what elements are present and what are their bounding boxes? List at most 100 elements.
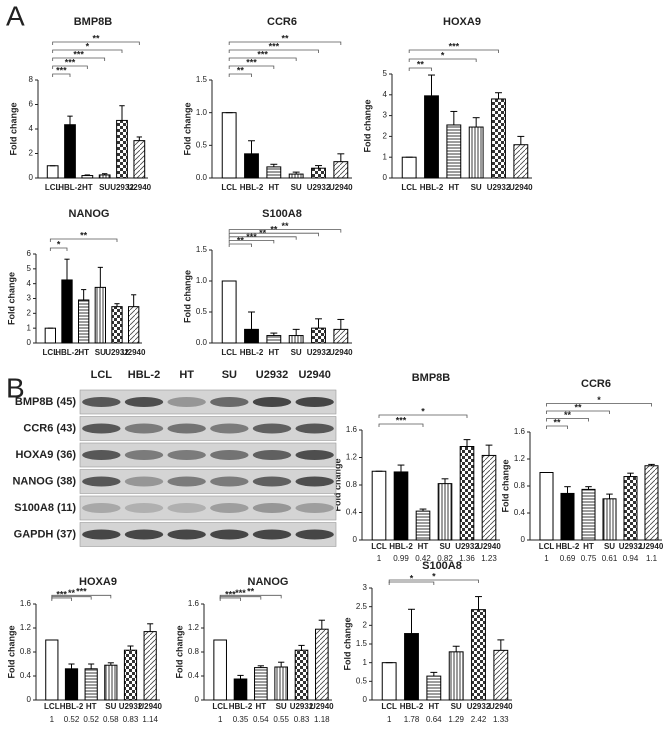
value-label: 1.36 bbox=[459, 554, 475, 563]
blot-band bbox=[167, 529, 206, 540]
significance-bracket bbox=[228, 41, 342, 45]
y-tick-label: 0 bbox=[363, 695, 368, 704]
x-tick-label: SU bbox=[451, 702, 462, 711]
y-tick-label: 4 bbox=[383, 90, 388, 99]
chart-title: S100A8 bbox=[422, 560, 462, 572]
blot-band bbox=[82, 397, 121, 407]
blot-band bbox=[210, 397, 249, 407]
bar bbox=[294, 649, 309, 701]
y-tick-label: 0.8 bbox=[20, 647, 32, 656]
significance-label: ** bbox=[237, 65, 245, 75]
significance-label: *** bbox=[65, 57, 76, 67]
y-tick-label: 0 bbox=[353, 535, 358, 544]
x-tick-label: SU bbox=[291, 348, 302, 357]
bar bbox=[415, 510, 431, 541]
y-tick-label: 0.4 bbox=[20, 671, 32, 680]
blot-column-label: HT bbox=[179, 369, 194, 381]
bar bbox=[81, 175, 94, 179]
y-tick-label: 3 bbox=[27, 294, 32, 303]
x-tick-label: LCL bbox=[221, 348, 237, 357]
x-tick-label: SU bbox=[95, 348, 106, 357]
y-tick-label: 0.0 bbox=[196, 338, 208, 347]
y-tick-label: 2 bbox=[29, 149, 34, 158]
significance-bracket bbox=[228, 57, 297, 61]
significance-bracket bbox=[388, 581, 435, 585]
value-label: 0.55 bbox=[273, 715, 289, 724]
y-tick-label: 0 bbox=[27, 695, 32, 704]
bar bbox=[244, 153, 259, 179]
x-tick-label: HT bbox=[82, 183, 93, 192]
blot-strip bbox=[79, 522, 337, 547]
blot-row-label: HOXA9 (36) bbox=[15, 449, 76, 461]
x-tick-label: LCL bbox=[44, 702, 60, 711]
bar bbox=[78, 299, 90, 344]
bar bbox=[513, 144, 529, 179]
blot-band bbox=[252, 476, 292, 487]
y-axis-label: Fold change bbox=[362, 99, 372, 152]
y-tick-label: 0.4 bbox=[188, 671, 200, 680]
chart-title: CCR6 bbox=[581, 378, 611, 390]
y-axis-label: Fold change bbox=[174, 625, 184, 678]
significance-label: ** bbox=[281, 221, 289, 231]
bar bbox=[213, 639, 227, 701]
blot-band bbox=[167, 476, 206, 487]
bar bbox=[64, 124, 76, 179]
value-label: 1.14 bbox=[142, 715, 158, 724]
significance-label: ** bbox=[247, 587, 255, 597]
significance-bracket bbox=[228, 49, 319, 53]
y-axis-label: Fold change bbox=[6, 272, 16, 325]
blot-band bbox=[210, 503, 249, 513]
y-tick-label: 1.2 bbox=[20, 623, 32, 632]
y-tick-label: 0.8 bbox=[346, 480, 358, 489]
x-tick-label: HBL-2 bbox=[60, 702, 84, 711]
blot-band bbox=[82, 476, 121, 487]
x-tick-label: U2932 bbox=[105, 348, 129, 357]
significance-label: *** bbox=[269, 41, 280, 51]
bar bbox=[459, 446, 475, 541]
x-tick-label: U2940 bbox=[310, 702, 334, 711]
chart-title: BMP8B bbox=[74, 16, 113, 28]
value-label: 0.83 bbox=[294, 715, 310, 724]
significance-label: *** bbox=[246, 57, 257, 67]
x-tick-label: HBL-2 bbox=[240, 183, 264, 192]
significance-bracket bbox=[52, 41, 140, 45]
y-tick-label: 2 bbox=[27, 308, 32, 317]
y-tick-label: 1.6 bbox=[514, 427, 526, 436]
chart-title: CCR6 bbox=[267, 16, 297, 28]
value-label: 1 bbox=[50, 715, 55, 724]
x-tick-label: SU bbox=[471, 183, 482, 192]
bar bbox=[44, 327, 57, 344]
x-tick-label: LCL bbox=[539, 542, 555, 551]
significance-label: * bbox=[597, 395, 601, 405]
y-tick-label: 1.0 bbox=[196, 276, 208, 285]
y-tick-label: 3 bbox=[383, 111, 388, 120]
blot-band bbox=[295, 529, 334, 540]
blot-band bbox=[82, 423, 121, 434]
x-tick-label: HBL-2 bbox=[389, 542, 413, 551]
bar bbox=[426, 675, 442, 701]
x-tick-label: SU bbox=[439, 542, 450, 551]
value-label: 0.69 bbox=[560, 554, 576, 563]
blot-band bbox=[167, 503, 206, 513]
y-tick-label: 1.6 bbox=[346, 425, 358, 434]
x-tick-label: HBL-2 bbox=[556, 542, 580, 551]
y-tick-label: 1.5 bbox=[356, 639, 368, 648]
x-tick-label: SU bbox=[291, 183, 302, 192]
bar bbox=[404, 633, 419, 701]
bar bbox=[133, 140, 146, 179]
value-label: 1 bbox=[387, 715, 392, 724]
blot-row-label: BMP8B (45) bbox=[15, 396, 76, 408]
y-tick-label: 5 bbox=[27, 264, 32, 273]
value-label: 0.94 bbox=[623, 554, 639, 563]
bar bbox=[104, 664, 118, 701]
x-tick-label: HT bbox=[86, 702, 97, 711]
significance-bracket bbox=[546, 403, 652, 407]
bar bbox=[401, 156, 417, 179]
blot-column-label: U2932 bbox=[256, 369, 288, 381]
y-tick-label: 0 bbox=[29, 173, 34, 182]
significance-bracket bbox=[219, 594, 282, 599]
significance-label: ** bbox=[574, 402, 582, 412]
significance-bracket bbox=[52, 49, 123, 53]
significance-label: ** bbox=[417, 59, 425, 69]
significance-bracket bbox=[52, 57, 106, 61]
